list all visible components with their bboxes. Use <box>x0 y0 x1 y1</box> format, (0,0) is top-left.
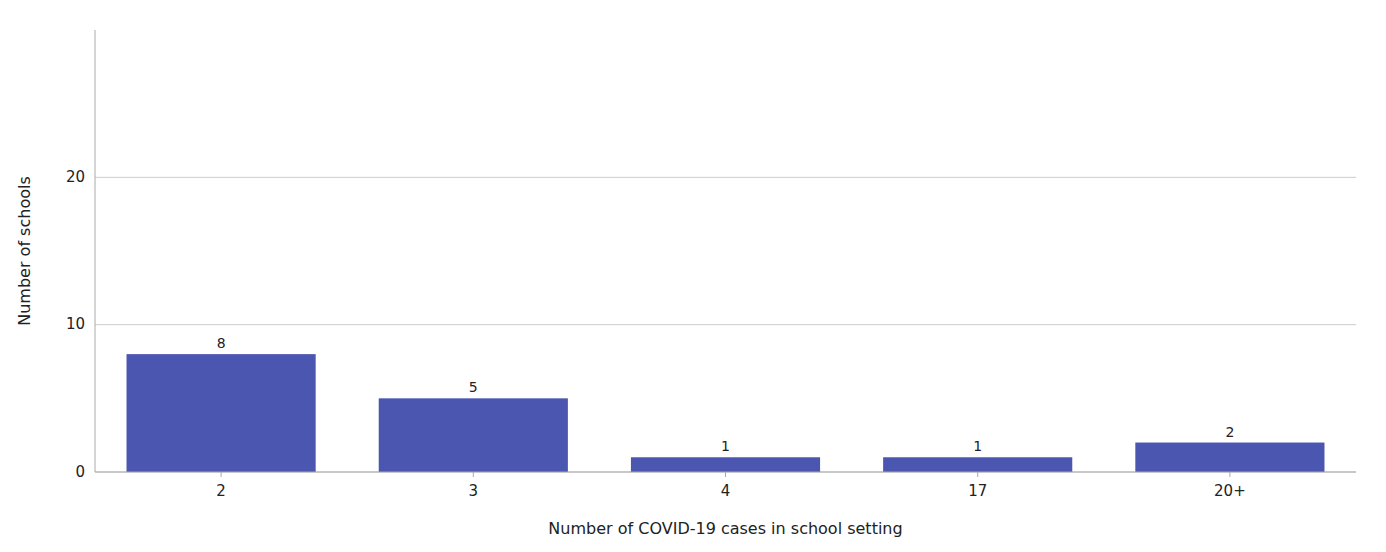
x-tick <box>725 472 726 477</box>
y-axis-label: Number of schools <box>15 176 34 326</box>
data-label: 1 <box>973 438 982 454</box>
x-tick <box>1229 472 1230 477</box>
grid-line <box>95 177 1356 178</box>
y-tick-label: 10 <box>66 315 85 333</box>
bars <box>127 354 1325 472</box>
grid <box>95 177 1356 472</box>
data-label: 1 <box>721 438 730 454</box>
x-tick-label: 3 <box>469 482 479 500</box>
y-axis-line <box>95 30 96 472</box>
x-tick <box>473 472 474 477</box>
x-tick-label: 2 <box>216 482 226 500</box>
bar <box>379 398 568 472</box>
bar <box>883 457 1072 472</box>
x-tick-label: 17 <box>968 482 987 500</box>
grid-line <box>95 324 1356 325</box>
y-tick-label: 0 <box>75 463 85 481</box>
y-tick-label: 20 <box>66 168 85 186</box>
x-axis-label: Number of COVID-19 cases in school setti… <box>548 519 902 538</box>
x-tick-label: 4 <box>721 482 731 500</box>
bar <box>631 457 820 472</box>
data-label: 2 <box>1225 424 1234 440</box>
bar <box>1135 443 1324 472</box>
x-tick <box>221 472 222 477</box>
bar <box>127 354 316 472</box>
data-label: 5 <box>469 379 478 395</box>
chart-container: 0 10 20 8 5 1 1 2 2 3 4 17 20+ Number of COVID-19 cas… <box>0 0 1386 552</box>
x-tick-label: 20+ <box>1214 482 1246 500</box>
data-label: 8 <box>217 335 226 351</box>
x-tick <box>977 472 978 477</box>
chart-svg: 0 10 20 8 5 1 1 2 2 3 4 17 20+ Number of COVID-19 cas… <box>0 0 1386 552</box>
